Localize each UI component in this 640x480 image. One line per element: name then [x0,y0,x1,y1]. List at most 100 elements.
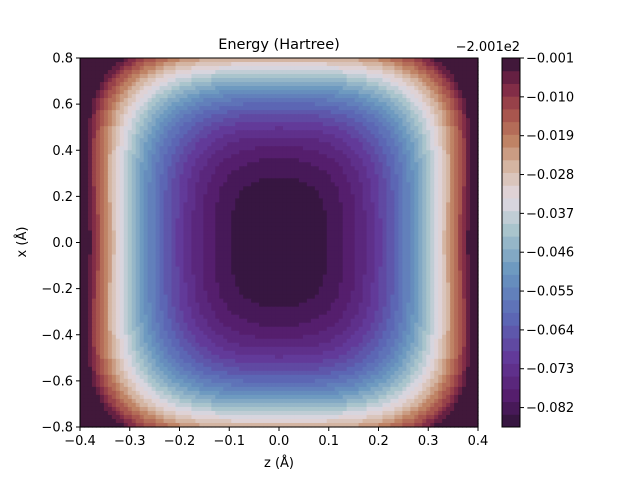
contour-cell [314,210,320,216]
contour-cell [123,102,129,107]
contour-cell [219,202,224,207]
contour-cell [334,70,340,75]
contour-cell [211,238,216,244]
contour-cell [163,178,169,183]
contour-cell [259,218,264,224]
contour-cell [191,206,197,212]
contour-cell [275,58,280,63]
contour-cell [179,90,185,95]
contour-cell [446,166,451,171]
contour-cell [271,254,276,260]
contour-cell [171,206,177,212]
contour-cell [243,210,248,216]
contour-cell [219,146,224,151]
contour-cell [251,66,256,71]
contour-cell [430,114,435,119]
contour-cell [183,126,189,131]
contour-cell [159,130,165,135]
contour-cell [418,218,423,224]
contour-cell [378,70,384,75]
contour-cell [354,234,360,240]
contour-cell [135,138,141,143]
contour-cell [203,142,208,147]
contour-cell [330,174,336,179]
contour-cell [179,194,185,199]
contour-cell [394,178,399,183]
contour-cell [366,166,372,171]
contour-cell [470,154,475,159]
contour-cell [466,206,471,212]
contour-cell [342,106,348,111]
contour-cell [247,86,252,91]
contour-cell [223,134,228,139]
contour-cell [350,102,356,107]
contour-cell [275,134,280,139]
contour-cell [470,182,475,187]
contour-cell [318,110,324,115]
contour-cell [91,86,97,91]
contour-cell [143,118,149,123]
contour-cell [346,150,352,155]
contour-cell [187,102,193,107]
contour-cell [259,250,264,256]
contour-cell [474,58,479,63]
contour-cell [306,58,312,63]
contour-cell [175,134,181,139]
contour-cell [382,190,388,195]
contour-cell [107,98,113,103]
contour-cell [406,146,411,151]
contour-cell [446,110,451,115]
contour-cell [183,106,189,111]
contour-cell [279,74,284,79]
contour-cell [362,190,368,195]
contour-cell [470,194,475,199]
contour-cell [199,122,204,127]
contour-cell [338,70,344,75]
contour-cell [195,162,200,167]
contour-cell [394,218,399,224]
contour-cell [422,62,427,67]
contour-cell [378,218,384,224]
contour-cell [302,238,308,244]
contour-cell [215,202,220,207]
contour-cell [406,250,411,256]
contour-cell [346,134,352,139]
contour-cell [95,118,101,123]
contour-cell [103,238,109,244]
contour-cell [123,178,129,183]
contour-cell [438,194,443,199]
contour-cell [314,186,320,191]
contour-cell [294,82,300,87]
contour-cell [362,162,368,167]
contour-cell [294,106,300,111]
contour-cell [91,150,97,155]
contour-cell [342,102,348,107]
contour-cell [398,162,403,167]
contour-cell [470,134,475,139]
contour-cell [366,214,372,220]
contour-cell [247,122,252,127]
contour-cell [171,106,177,111]
contour-cell [123,150,129,155]
contour-cell [446,142,451,147]
contour-cell [99,78,105,83]
contour-cell [279,106,284,111]
contour-cell [462,66,467,71]
contour-cell [151,106,157,111]
contour-cell [171,62,177,67]
contour-cell [203,250,208,256]
contour-cell [342,110,348,115]
contour-cell [235,182,240,187]
contour-cell [139,250,145,256]
contour-cell [203,186,208,191]
contour-cell [203,166,208,171]
contour-cell [334,166,340,171]
contour-cell [203,194,208,199]
contour-cell [215,166,220,171]
contour-cell [187,178,193,183]
contour-cell [366,254,372,260]
contour-cell [127,182,133,187]
contour-cell [203,242,208,248]
contour-cell [454,66,459,71]
contour-cell [227,102,232,107]
